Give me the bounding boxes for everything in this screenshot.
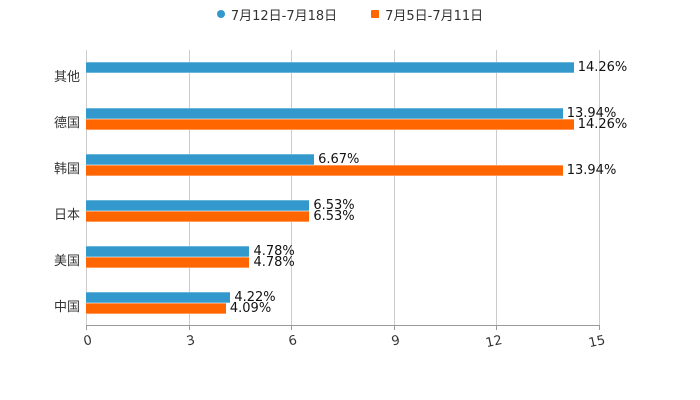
bar-week-1[interactable] [86, 119, 574, 130]
gridline [86, 50, 87, 325]
data-label: 4.22% [234, 290, 276, 305]
data-label: 6.67% [318, 152, 360, 167]
x-tick [86, 325, 87, 330]
category-label: 韩国 [53, 162, 80, 177]
bar-week-2[interactable] [86, 62, 574, 73]
data-label: 13.94% [566, 163, 617, 178]
square-marker-icon [371, 10, 380, 18]
data-label: 14.26% [577, 60, 628, 75]
bar-week-2[interactable] [86, 246, 250, 257]
bar-week-2[interactable] [86, 292, 231, 303]
x-tick [291, 325, 293, 330]
data-label: 6.53% [313, 198, 355, 213]
category-label: 中国 [53, 300, 80, 315]
x-tick [496, 325, 498, 330]
gridline [188, 50, 190, 325]
data-label: 4.09% [229, 301, 272, 316]
x-tick-label: 15 [587, 333, 607, 352]
category-label: 美国 [53, 254, 80, 269]
x-tick-label: 12 [484, 333, 505, 352]
gridline [599, 50, 600, 325]
category-label: 日本 [53, 208, 80, 223]
chart-legend: 7月12日-7月18日 7月5日-7月11日 [0, 4, 700, 24]
data-label: 6.53% [313, 209, 355, 224]
x-axis-line [86, 325, 600, 326]
category-label: 其他 [53, 70, 80, 85]
bar-week-2[interactable] [86, 200, 310, 211]
x-tick-label: 3 [184, 333, 196, 350]
bar-week-1[interactable] [86, 165, 563, 176]
data-label: 13.94% [566, 106, 617, 121]
x-tick-label: 6 [287, 333, 299, 350]
gridline [393, 50, 395, 325]
data-label: 4.78% [253, 255, 295, 270]
bar-week-2[interactable] [86, 154, 315, 165]
bar-week-1[interactable] [86, 257, 250, 268]
x-tick-label: 9 [389, 333, 402, 350]
x-tick [188, 325, 190, 330]
data-label: 14.26% [577, 117, 628, 132]
x-tick-label: 0 [82, 333, 94, 350]
legend-item-week-2[interactable]: 7月12日-7月18日 [216, 4, 338, 24]
bar-week-2[interactable] [86, 108, 563, 119]
gridline [496, 50, 498, 325]
legend-label: 7月12日-7月18日 [230, 8, 338, 24]
plot-area [86, 50, 600, 325]
legend-item-week-1[interactable]: 7月5日-7月11日 [371, 4, 483, 24]
circle-marker-icon [216, 10, 225, 18]
gridline [291, 50, 293, 325]
legend-label: 7月5日-7月11日 [385, 8, 484, 24]
x-tick [393, 325, 395, 330]
category-label: 德国 [53, 116, 80, 131]
x-tick [599, 325, 600, 330]
data-label: 4.78% [253, 244, 295, 259]
bar-week-1[interactable] [86, 303, 226, 314]
bar-week-1[interactable] [86, 211, 310, 222]
